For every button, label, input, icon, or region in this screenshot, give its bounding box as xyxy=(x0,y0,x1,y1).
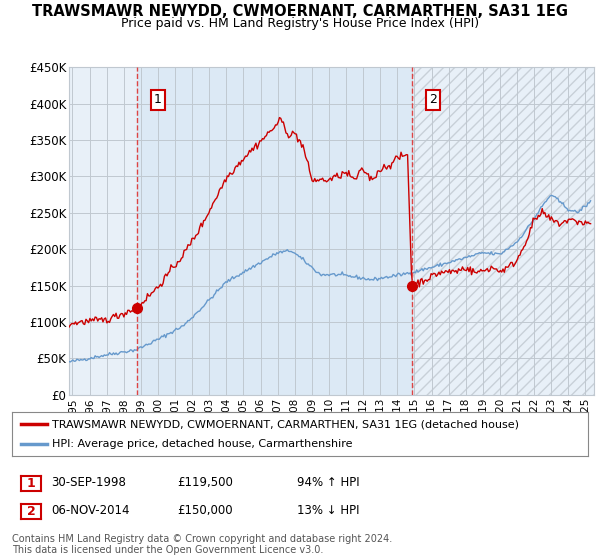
Bar xyxy=(412,67,594,395)
Text: Contains HM Land Registry data © Crown copyright and database right 2024.: Contains HM Land Registry data © Crown c… xyxy=(12,534,392,544)
Text: 1: 1 xyxy=(154,94,161,106)
Text: TRAWSMAWR NEWYDD, CWMOERNANT, CARMARTHEN, SA31 1EG: TRAWSMAWR NEWYDD, CWMOERNANT, CARMARTHEN… xyxy=(32,4,568,20)
Bar xyxy=(69,67,137,395)
Text: HPI: Average price, detached house, Carmarthenshire: HPI: Average price, detached house, Carm… xyxy=(52,439,353,449)
Text: £150,000: £150,000 xyxy=(177,504,233,517)
Bar xyxy=(137,67,412,395)
Text: 1: 1 xyxy=(27,477,35,490)
Text: TRAWSMAWR NEWYDD, CWMOERNANT, CARMARTHEN, SA31 1EG (detached house): TRAWSMAWR NEWYDD, CWMOERNANT, CARMARTHEN… xyxy=(52,419,520,429)
Text: 2: 2 xyxy=(27,505,35,518)
Text: £119,500: £119,500 xyxy=(177,476,233,489)
Text: 13% ↓ HPI: 13% ↓ HPI xyxy=(297,504,359,517)
Text: 94% ↑ HPI: 94% ↑ HPI xyxy=(297,476,359,489)
Text: Price paid vs. HM Land Registry's House Price Index (HPI): Price paid vs. HM Land Registry's House … xyxy=(121,17,479,30)
Text: 06-NOV-2014: 06-NOV-2014 xyxy=(51,504,130,517)
Text: This data is licensed under the Open Government Licence v3.0.: This data is licensed under the Open Gov… xyxy=(12,545,323,555)
Text: 30-SEP-1998: 30-SEP-1998 xyxy=(51,476,126,489)
Bar xyxy=(412,67,594,395)
Text: 2: 2 xyxy=(429,94,437,106)
